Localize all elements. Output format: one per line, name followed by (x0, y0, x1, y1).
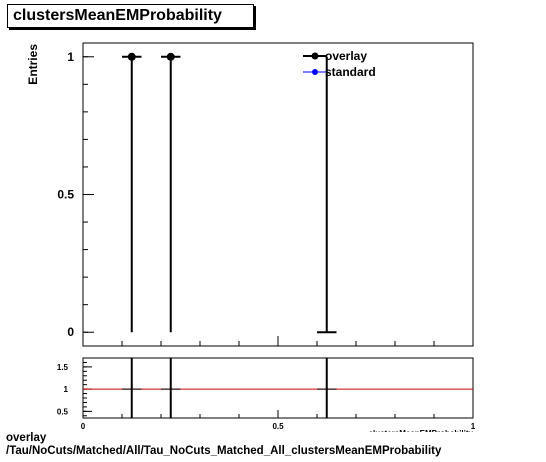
ratio-x-tick-label: 0 (81, 422, 86, 431)
ratio-y-tick-label: 1.5 (57, 363, 69, 372)
legend-standard-label: standard (325, 65, 376, 79)
ratio-y-tick-label: 1 (64, 385, 69, 394)
footer-caption: overlay /Tau/NoCuts/Matched/All/Tau_NoCu… (6, 432, 441, 458)
ratio-x-tick-label: 1 (471, 422, 476, 431)
footer-line-1: overlay (6, 432, 47, 444)
overlay-point-marker (127, 52, 136, 61)
footer-line-2: /Tau/NoCuts/Matched/All/Tau_NoCuts_Match… (6, 445, 442, 457)
ratio-plot-frame (82, 357, 474, 419)
x-axis-title: clustersMeanEMProbability (369, 429, 474, 432)
legend-standard-marker (312, 69, 318, 75)
main-plot-frame (82, 42, 474, 347)
y-tick-label: 0 (67, 325, 74, 339)
chart-title: clustersMeanEMProbability (13, 7, 222, 24)
legend-overlay-marker (311, 52, 319, 60)
plot-canvas: 00.51Entriesoverlaystandard0.511.500.51c… (26, 42, 476, 432)
y-axis-title: Entries (26, 44, 40, 85)
y-tick-label: 0.5 (57, 188, 74, 202)
y-tick-label: 1 (67, 50, 74, 64)
ratio-y-tick-label: 0.5 (57, 407, 69, 416)
title-box: clustersMeanEMProbability (7, 4, 254, 28)
ratio-x-tick-label: 0.5 (272, 422, 284, 431)
legend-overlay-label: overlay (325, 49, 367, 63)
overlay-point-marker (166, 52, 175, 61)
